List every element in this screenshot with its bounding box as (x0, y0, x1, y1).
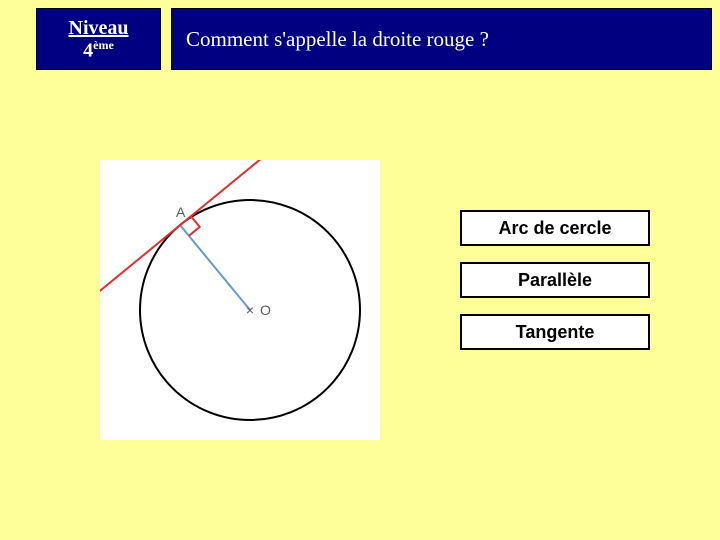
header-row: Niveau 4ème Comment s'appelle la droite … (0, 0, 720, 70)
geometry-diagram: A O × (100, 160, 380, 440)
level-title: Niveau (69, 17, 129, 39)
radius-line (180, 225, 250, 310)
question-text: Comment s'appelle la droite rouge ? (186, 27, 489, 52)
question-box: Comment s'appelle la droite rouge ? (171, 8, 712, 70)
center-marker: × (246, 302, 254, 318)
right-angle-marker (189, 216, 200, 236)
center-label: O (260, 302, 271, 318)
answer-option-1[interactable]: Arc de cercle (460, 210, 650, 246)
diagram-svg: A O × (100, 160, 380, 440)
level-grade: 4ème (83, 39, 114, 62)
answer-option-3[interactable]: Tangente (460, 314, 650, 350)
answers-group: Arc de cercle Parallèle Tangente (460, 210, 650, 350)
answer-option-2[interactable]: Parallèle (460, 262, 650, 298)
level-box: Niveau 4ème (36, 8, 161, 70)
point-a-label: A (176, 204, 186, 220)
